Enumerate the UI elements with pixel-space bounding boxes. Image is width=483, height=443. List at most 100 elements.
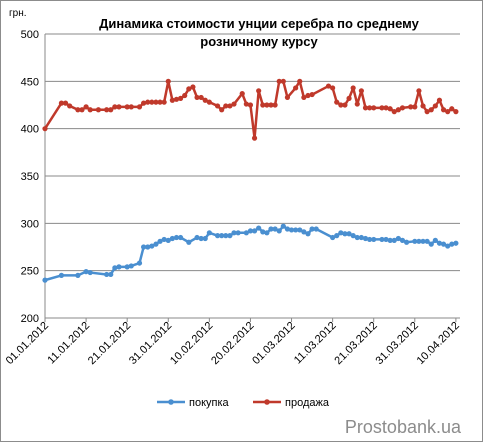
data-point xyxy=(247,102,254,108)
series-2 xyxy=(42,78,459,141)
data-point xyxy=(432,103,438,109)
data-point xyxy=(173,234,180,241)
data-point xyxy=(165,78,171,84)
data-point xyxy=(309,91,315,98)
data-point xyxy=(194,234,200,241)
data-point xyxy=(124,264,130,270)
data-point xyxy=(325,83,332,89)
data-point xyxy=(428,241,434,247)
data-point xyxy=(284,226,291,232)
data-point xyxy=(243,101,249,107)
legend-swatch-marker xyxy=(168,399,174,405)
x-tick-label: 21.01.2012 xyxy=(86,320,133,367)
data-point xyxy=(362,105,369,111)
data-point xyxy=(251,135,258,141)
data-point xyxy=(276,228,282,234)
data-point xyxy=(367,236,373,243)
data-point xyxy=(358,88,364,94)
data-point xyxy=(198,94,204,101)
data-point xyxy=(104,107,110,113)
chart-title-line1: Динамика стоимости унции серебра по сред… xyxy=(99,16,419,31)
data-point xyxy=(169,97,175,103)
data-point xyxy=(75,107,81,113)
legend-swatch-marker xyxy=(264,399,270,405)
data-point xyxy=(301,229,307,235)
data-point xyxy=(223,233,229,239)
data-point xyxy=(95,107,102,113)
data-point xyxy=(395,235,401,242)
series-1 xyxy=(42,223,459,283)
data-point xyxy=(350,85,356,91)
data-point xyxy=(145,99,151,105)
data-point xyxy=(206,99,212,105)
data-point xyxy=(412,238,418,244)
data-point xyxy=(83,269,89,275)
axes xyxy=(44,34,460,322)
data-point xyxy=(136,104,143,110)
data-point xyxy=(288,227,295,233)
data-point xyxy=(104,271,110,278)
data-point xyxy=(420,238,426,244)
data-point xyxy=(358,234,364,241)
data-point xyxy=(428,107,434,113)
data-point xyxy=(214,233,221,239)
data-point xyxy=(445,243,451,249)
data-point xyxy=(79,107,85,113)
y-tick-label: 350 xyxy=(21,171,39,183)
y-tick-label: 200 xyxy=(21,313,39,325)
data-point xyxy=(58,100,65,106)
data-point xyxy=(206,230,212,236)
data-point xyxy=(424,109,430,115)
data-point xyxy=(153,241,159,247)
data-point xyxy=(367,105,373,111)
data-point xyxy=(449,106,455,112)
x-tick-labels: 01.01.201211.01.201221.01.201231.01.2012… xyxy=(4,320,462,367)
data-point xyxy=(141,244,147,250)
x-tick-label: 20.02.2012 xyxy=(209,320,256,367)
data-point xyxy=(177,95,184,101)
data-point xyxy=(379,236,385,243)
data-point xyxy=(177,234,184,241)
data-point xyxy=(420,103,426,109)
data-point xyxy=(371,105,377,111)
data-point xyxy=(83,104,89,110)
data-point xyxy=(293,85,299,91)
data-point xyxy=(62,100,69,106)
data-point xyxy=(440,241,447,247)
data-point xyxy=(403,239,410,245)
data-point xyxy=(330,234,336,241)
data-point xyxy=(112,265,118,271)
data-point xyxy=(124,104,130,110)
data-point xyxy=(251,228,258,234)
data-point xyxy=(412,104,418,110)
data-point xyxy=(432,237,438,243)
y-tick-label: 450 xyxy=(21,76,39,88)
data-point xyxy=(330,85,336,91)
x-tick-label: 01.03.2012 xyxy=(250,320,297,367)
data-point xyxy=(445,109,451,115)
data-point xyxy=(141,100,147,106)
data-point xyxy=(408,104,414,110)
data-point xyxy=(87,107,93,113)
legend-label: продажа xyxy=(285,397,330,409)
data-point xyxy=(440,107,447,113)
y-tick-label: 500 xyxy=(21,29,39,41)
data-point xyxy=(116,264,122,270)
data-point xyxy=(128,263,134,269)
data-point xyxy=(383,105,389,111)
x-tick-label: 31.01.2012 xyxy=(127,320,174,367)
y-tick-label: 400 xyxy=(21,124,39,136)
data-point xyxy=(350,233,356,239)
data-point xyxy=(157,99,163,105)
y-tick-labels: 200 250 300 350 400 450 500 xyxy=(21,29,39,325)
x-tick-label: 01.01.2012 xyxy=(4,320,51,367)
data-point xyxy=(391,109,397,115)
data-point xyxy=(165,237,171,243)
x-tick-label: 11.03.2012 xyxy=(292,320,339,367)
data-point xyxy=(268,102,274,108)
data-point xyxy=(399,237,406,243)
data-point xyxy=(346,95,352,101)
data-point xyxy=(202,235,208,242)
data-point xyxy=(416,238,422,244)
